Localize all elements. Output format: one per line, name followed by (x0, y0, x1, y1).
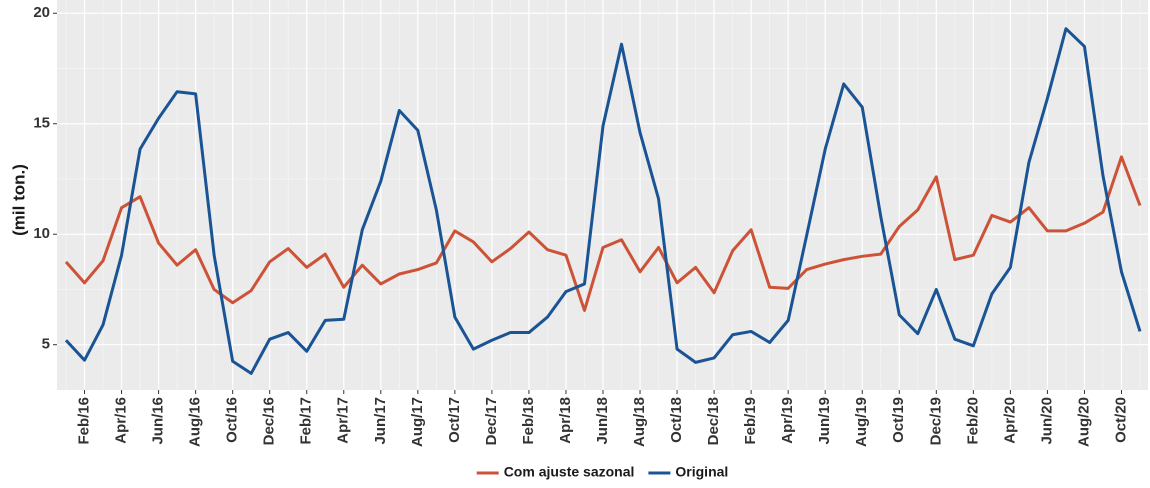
y-tick-label: 10 (33, 225, 50, 242)
y-tick-label: 5 (42, 336, 50, 353)
x-tick-label: Aug/18 (631, 397, 648, 447)
x-tick-label: Feb/16 (75, 397, 92, 445)
x-tick-label: Oct/20 (1112, 397, 1129, 443)
x-tick-label: Aug/19 (853, 397, 870, 447)
x-tick-label: Feb/19 (742, 397, 759, 445)
x-tick-label: Oct/17 (446, 397, 463, 443)
x-tick-label: Feb/17 (298, 397, 315, 445)
y-tick-label: 15 (33, 115, 50, 132)
x-tick-label: Dec/18 (705, 397, 722, 445)
x-tick-label: Apr/18 (557, 397, 574, 444)
x-tick-label: Jun/18 (594, 397, 611, 445)
series-line (64, 155, 1142, 312)
x-tick-label: Oct/16 (224, 397, 241, 443)
x-tick-label: Apr/17 (335, 397, 352, 444)
x-tick-label: Jun/17 (372, 397, 389, 445)
x-tick-label: Apr/19 (779, 397, 796, 444)
x-tick-label: Aug/17 (409, 397, 426, 447)
x-tick-label: Oct/19 (890, 397, 907, 443)
x-tick-label: Feb/20 (964, 397, 981, 445)
x-tick-label: Aug/20 (1075, 397, 1092, 447)
x-tick-label: Dec/16 (261, 397, 278, 445)
legend: Com ajuste sazonal Original (476, 464, 728, 480)
y-tick-label: 20 (33, 4, 50, 21)
legend-label: Original (675, 464, 728, 480)
x-tick-label: Apr/20 (1001, 397, 1018, 444)
y-axis-title: (mil ton.) (9, 164, 28, 236)
legend-label: Com ajuste sazonal (504, 464, 635, 480)
x-tick-label: Apr/16 (113, 397, 130, 444)
x-tick-label: Jun/20 (1038, 397, 1055, 445)
x-tick-label: Jun/19 (816, 397, 833, 445)
x-tick-label: Feb/18 (520, 397, 537, 445)
series-line (64, 27, 1142, 375)
x-tick-label: Dec/19 (927, 397, 944, 445)
x-tick-label: Oct/18 (668, 397, 685, 443)
x-tick-label: Dec/17 (483, 397, 500, 445)
x-tick-label: Jun/16 (150, 397, 167, 445)
x-tick-label: Aug/16 (187, 397, 204, 447)
